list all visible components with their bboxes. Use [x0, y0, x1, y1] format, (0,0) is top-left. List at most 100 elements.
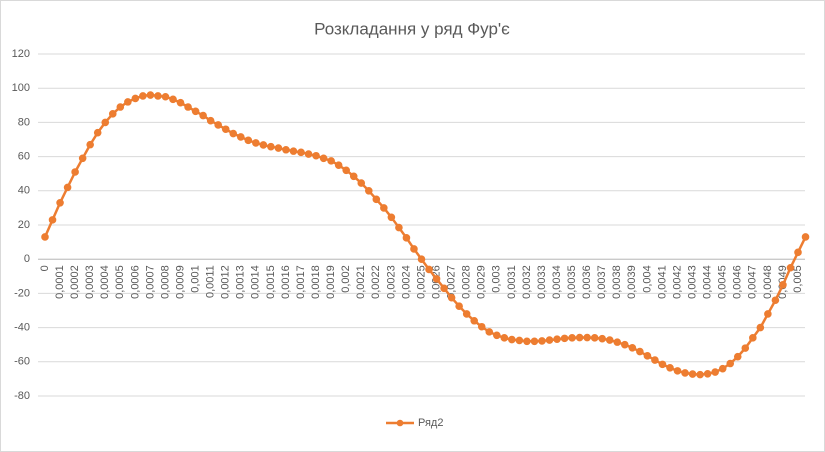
data-point — [71, 168, 79, 176]
data-point — [154, 92, 162, 100]
data-point — [779, 281, 787, 289]
data-point — [756, 323, 765, 332]
data-point — [139, 92, 147, 100]
data-point — [726, 359, 735, 368]
data-point — [673, 367, 682, 375]
y-tick-label: -80 — [14, 390, 30, 402]
x-tick-label: 0,0017 — [295, 265, 307, 299]
x-tick-label: 0,0041 — [656, 265, 668, 299]
data-point — [93, 128, 102, 137]
y-tick-label: 100 — [12, 82, 30, 94]
x-tick-label: 0,005 — [792, 265, 804, 293]
x-tick-label: 0,0007 — [144, 265, 156, 299]
data-point — [432, 275, 441, 283]
data-point — [221, 125, 230, 134]
x-tick-label: 0,0034 — [551, 265, 563, 299]
data-point — [63, 183, 72, 192]
data-point — [530, 337, 539, 346]
data-point — [252, 139, 260, 147]
x-tick-label: 0,0023 — [385, 265, 397, 299]
data-point — [681, 369, 689, 377]
data-point — [274, 144, 283, 152]
x-tick-label: 0,0004 — [99, 265, 111, 299]
data-point — [289, 147, 298, 155]
data-point — [395, 223, 403, 232]
data-point — [364, 187, 373, 195]
x-tick-label: 0,0044 — [702, 265, 714, 299]
data-point — [493, 331, 501, 340]
data-point — [666, 363, 674, 372]
data-point — [402, 234, 411, 242]
data-point — [801, 233, 810, 241]
data-point — [643, 352, 652, 360]
x-tick-label: 0,0011 — [205, 265, 217, 298]
y-tick-label: 120 — [12, 48, 30, 60]
y-tick-label: 80 — [18, 116, 30, 128]
data-point — [319, 154, 328, 163]
data-point — [349, 172, 358, 181]
x-tick-label: 0,0039 — [626, 265, 638, 299]
x-tick-label: 0,0022 — [370, 265, 382, 299]
x-tick-label: 0,0016 — [280, 265, 292, 299]
data-point — [553, 335, 561, 344]
data-point — [176, 98, 185, 107]
x-tick-label: 0 — [39, 265, 51, 271]
data-point — [86, 140, 94, 149]
data-point — [703, 369, 712, 378]
data-point — [327, 157, 335, 165]
data-point — [131, 94, 140, 103]
data-point — [357, 179, 366, 187]
data-point — [236, 133, 245, 141]
x-tick-label: 0,0028 — [461, 265, 473, 299]
data-point — [470, 316, 479, 325]
data-point — [500, 334, 509, 342]
data-point — [455, 302, 463, 311]
data-point — [538, 337, 546, 345]
data-point — [342, 166, 351, 175]
data-point — [628, 343, 637, 352]
data-point — [108, 110, 117, 118]
data-point — [440, 284, 448, 293]
data-point — [575, 333, 584, 342]
y-tick-label: 0 — [24, 253, 30, 265]
data-point — [267, 142, 275, 151]
x-tick-label: 0,0024 — [400, 265, 412, 299]
data-point — [116, 103, 125, 111]
data-point — [583, 333, 591, 342]
y-tick-label: -40 — [14, 322, 30, 334]
x-tick-label: 0,0006 — [129, 265, 141, 299]
data-point — [184, 103, 192, 111]
data-point — [560, 334, 569, 343]
x-tick-label: 0,0013 — [235, 265, 247, 299]
x-tick-label: 0,0008 — [159, 265, 171, 299]
y-tick-label: -60 — [14, 356, 30, 368]
x-tick-label: 0,0048 — [762, 265, 774, 299]
data-point — [508, 335, 516, 344]
data-point — [169, 95, 177, 104]
x-tick-label: 0,0012 — [220, 265, 232, 299]
x-tick-label: 0,002 — [340, 265, 352, 293]
data-point — [605, 336, 614, 344]
y-tick-label: 20 — [18, 219, 30, 231]
data-point — [206, 116, 215, 125]
x-tick-label: 0,0046 — [732, 265, 744, 299]
x-tick-label: 0,0003 — [84, 265, 96, 299]
x-tick-label: 0,0045 — [717, 265, 729, 299]
data-point — [688, 370, 697, 378]
x-tick-label: 0,0037 — [596, 265, 608, 299]
x-tick-label: 0,0038 — [611, 265, 623, 299]
x-tick-label: 0,0015 — [265, 265, 277, 299]
x-tick-label: 0,0033 — [536, 265, 548, 299]
data-point — [161, 92, 170, 101]
x-tick-label: 0,0001 — [54, 265, 66, 299]
data-point — [101, 118, 110, 127]
x-tick-label: 0,001 — [190, 265, 202, 293]
data-point — [214, 121, 222, 129]
data-point — [447, 293, 456, 302]
data-point — [749, 334, 757, 342]
data-point — [598, 334, 607, 343]
data-point — [41, 233, 49, 241]
data-point — [48, 216, 57, 224]
x-tick-label: 0,0018 — [310, 265, 322, 299]
